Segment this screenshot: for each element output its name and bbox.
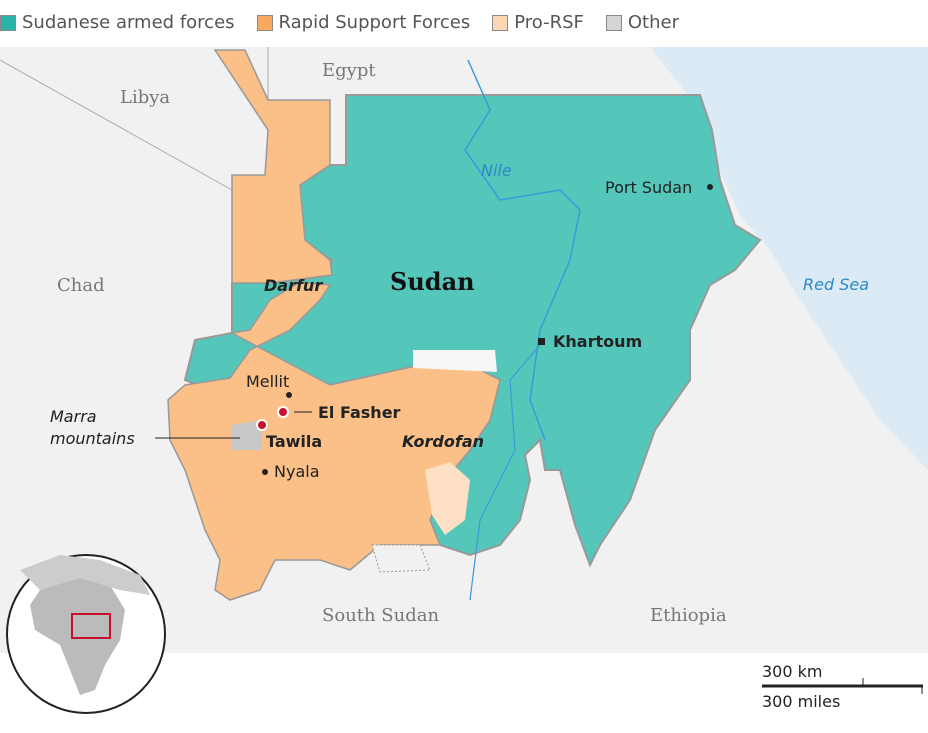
pro-rsf-area	[425, 462, 470, 535]
scale-bar	[762, 678, 923, 694]
label-egypt: Egypt	[322, 60, 376, 81]
label-el-fasher: El Fasher	[318, 403, 401, 422]
scale-miles-label: 300 miles	[762, 692, 841, 711]
inset-locator	[71, 613, 111, 639]
tawila-marker	[256, 419, 268, 431]
legend: Sudanese armed forces Rapid Support Forc…	[0, 12, 679, 33]
label-port-sudan: Port Sudan	[605, 178, 692, 197]
label-red-sea: Red Sea	[803, 275, 869, 294]
legend-item-rsf: Rapid Support Forces	[256, 12, 471, 33]
label-khartoum: Khartoum	[553, 332, 642, 351]
legend-item-pro-rsf: Pro-RSF	[492, 12, 584, 33]
other-area	[413, 350, 497, 372]
legend-label: Other	[627, 12, 679, 33]
scale-km-label: 300 km	[762, 662, 823, 681]
label-kordofan: Kordofan	[402, 432, 484, 451]
label-sudan: Sudan	[390, 267, 475, 296]
mellit-marker	[286, 392, 292, 398]
swatch	[605, 14, 622, 31]
label-nyala: Nyala	[274, 462, 320, 481]
nyala-marker	[262, 469, 268, 475]
label-libya: Libya	[120, 87, 170, 108]
khartoum-marker	[538, 338, 545, 345]
label-chad: Chad	[57, 275, 105, 296]
label-nile: Nile	[481, 161, 512, 180]
legend-label: Rapid Support Forces	[278, 12, 471, 33]
red-sea	[650, 47, 928, 470]
swatch	[492, 14, 509, 31]
legend-label: Pro-RSF	[514, 12, 584, 33]
other-marra	[232, 420, 262, 450]
label-mountains: mountains	[50, 429, 135, 448]
port-sudan-marker	[707, 184, 713, 190]
legend-label: Sudanese armed forces	[22, 12, 235, 33]
swatch	[256, 14, 273, 31]
globe-inset	[6, 554, 166, 714]
white-nile	[469, 344, 541, 601]
label-marra: Marra	[50, 407, 97, 426]
label-darfur: Darfur	[264, 276, 323, 295]
legend-item-saf: Sudanese armed forces	[0, 12, 235, 33]
nile-river	[464, 59, 581, 441]
rsf-territory-darfur-kordofan	[167, 281, 501, 601]
label-tawila: Tawila	[266, 432, 322, 451]
swatch	[0, 14, 16, 31]
label-ethiopia: Ethiopia	[650, 605, 727, 626]
legend-item-other: Other	[605, 12, 679, 33]
rsf-territory-north	[213, 49, 333, 284]
abyei	[371, 544, 431, 573]
label-south-sudan: South Sudan	[322, 605, 439, 626]
el-fasher-marker	[277, 406, 289, 418]
label-mellit: Mellit	[246, 372, 289, 391]
